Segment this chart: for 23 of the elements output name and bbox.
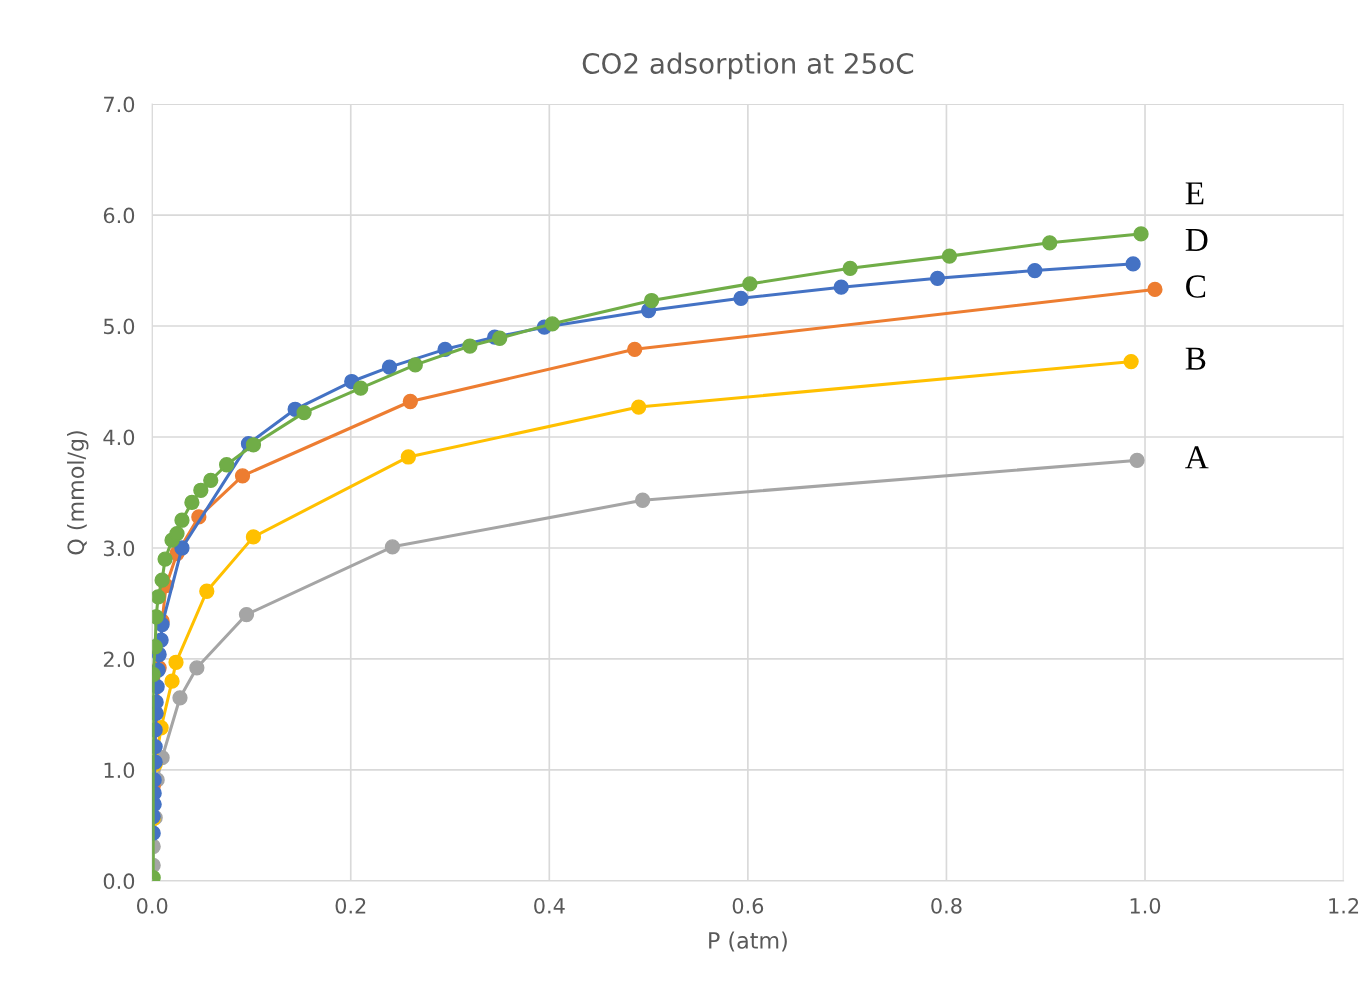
y-axis-title: Q (mmol/g)	[66, 431, 89, 555]
y-tick-label: 4.0	[103, 429, 135, 446]
y-tick-label: 6.0	[103, 207, 135, 224]
x-tick-label: 1.0	[1130, 897, 1161, 914]
series-label: C	[1186, 275, 1206, 298]
chart-title: CO2 adsorption at 25oC	[582, 52, 914, 80]
x-tick-label: 0.6	[732, 897, 764, 914]
x-tick-label: 0.8	[931, 897, 962, 914]
series-label: A	[1185, 446, 1209, 469]
series-label: E	[1185, 182, 1204, 205]
y-tick-label: 5.0	[103, 318, 135, 335]
x-tick-label: 0.4	[534, 897, 565, 914]
x-tick-label: 0.2	[335, 897, 366, 914]
x-tick-label: 1.2	[1329, 897, 1359, 914]
series-label: B	[1185, 347, 1206, 370]
x-tick-label: 0.0	[136, 897, 168, 914]
y-tick-label: 0.0	[103, 873, 135, 890]
x-axis-title: P (atm)	[709, 931, 787, 952]
series-label: D	[1185, 229, 1208, 251]
y-tick-label: 1.0	[104, 762, 135, 779]
y-tick-label: 2.0	[103, 651, 135, 668]
y-tick-label: 3.0	[103, 540, 135, 557]
y-tick-label: 7.0	[104, 96, 135, 113]
